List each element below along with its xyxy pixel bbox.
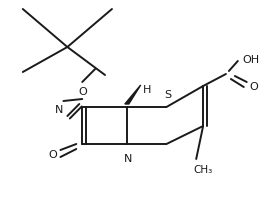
Text: S: S <box>164 89 171 100</box>
Text: O: O <box>48 149 57 159</box>
Text: H: H <box>143 85 151 95</box>
Text: O: O <box>250 82 258 92</box>
Text: N: N <box>55 104 64 115</box>
Text: CH₃: CH₃ <box>194 164 213 174</box>
Text: OH: OH <box>243 55 260 65</box>
Polygon shape <box>125 86 141 104</box>
Text: N: N <box>124 153 132 163</box>
Text: O: O <box>79 87 88 97</box>
